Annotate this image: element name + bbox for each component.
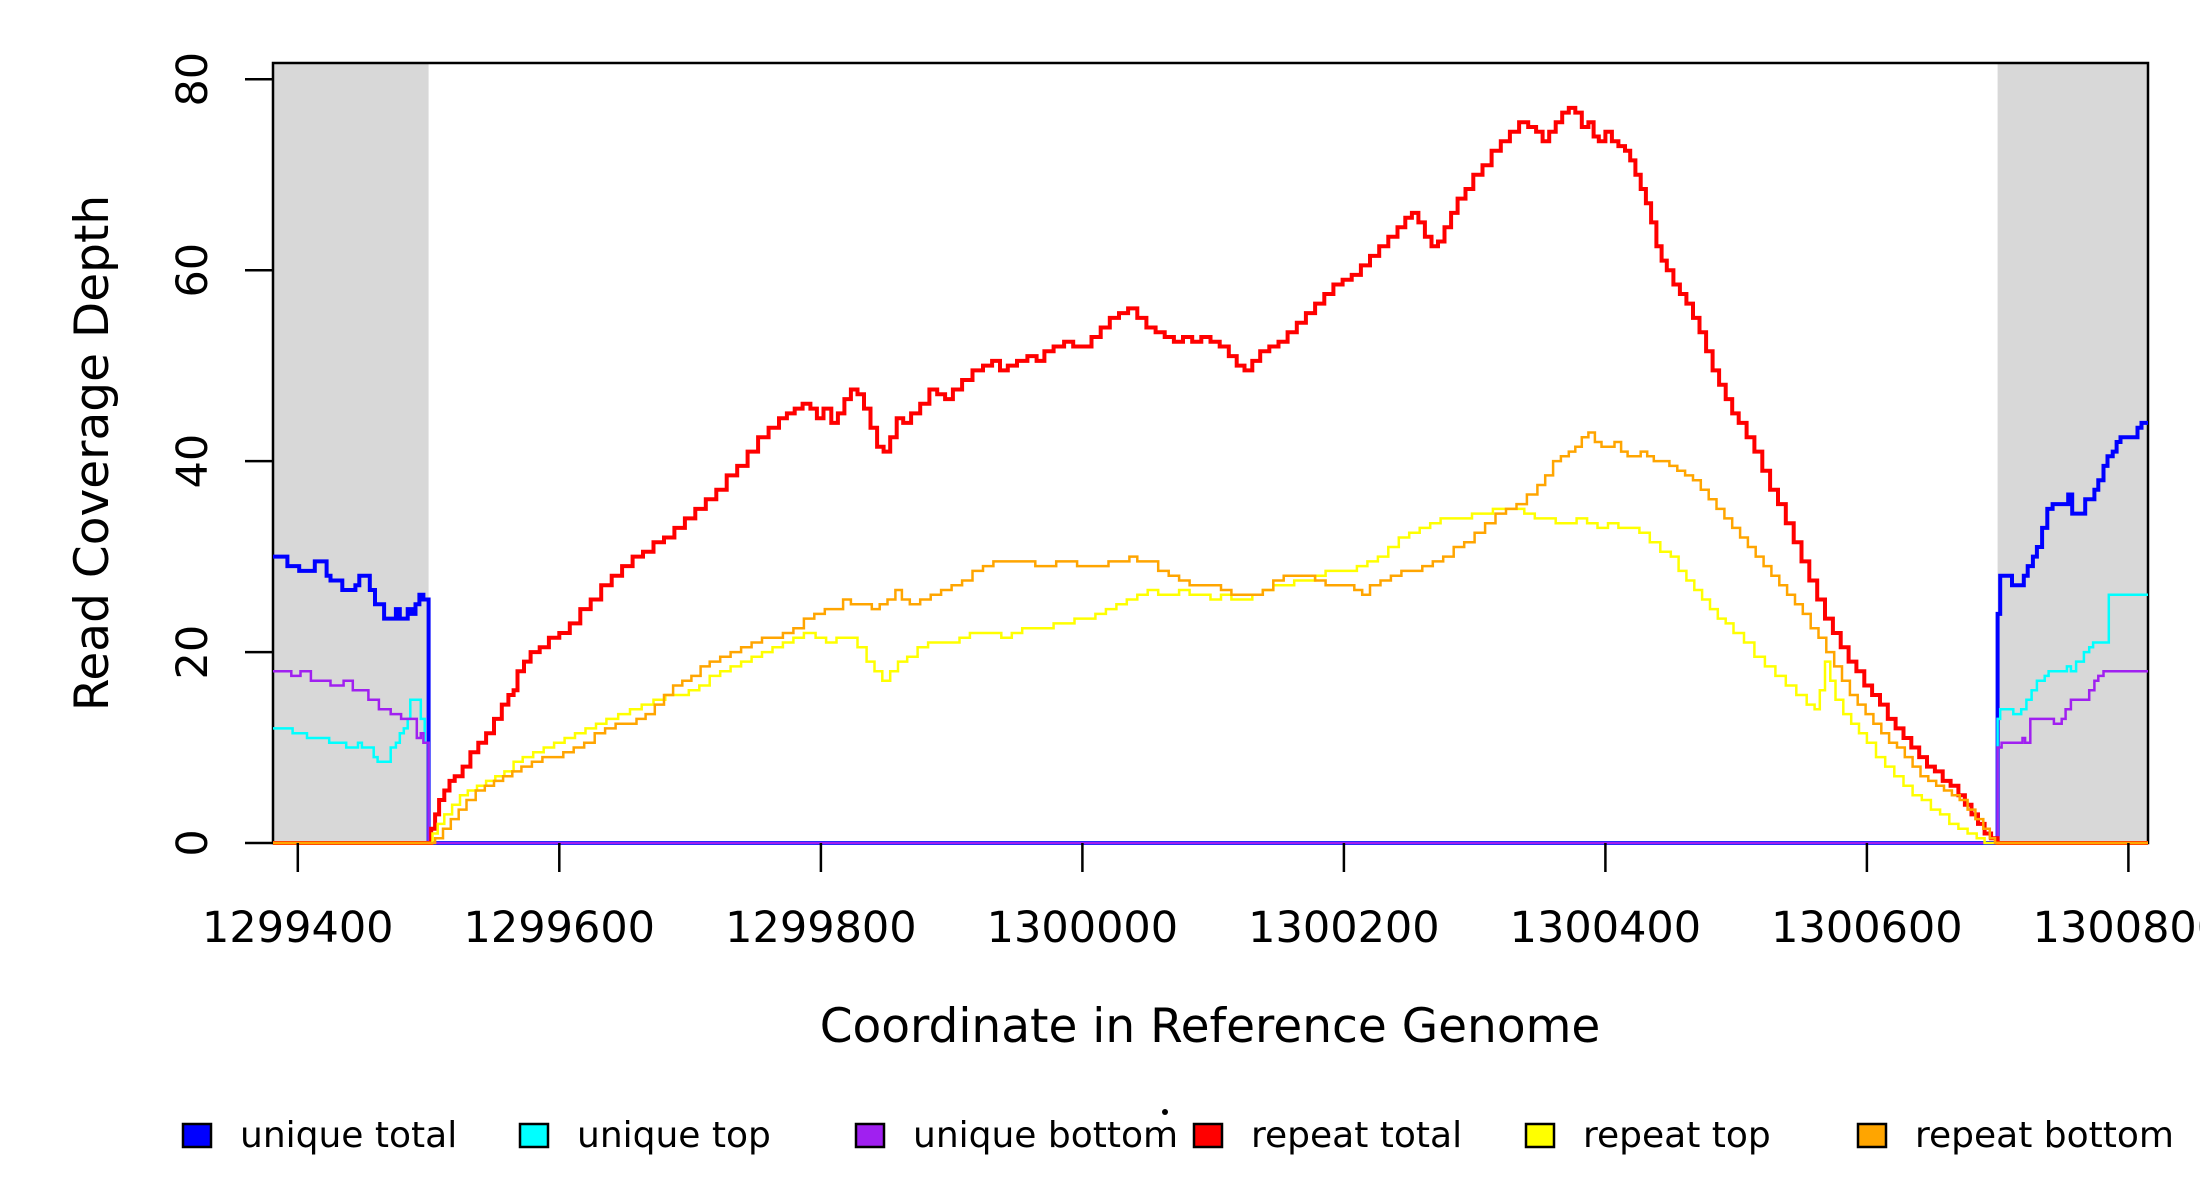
annotations-layer bbox=[1162, 1109, 1168, 1115]
y-tick-label: 80 bbox=[168, 52, 218, 107]
legend-label: unique total bbox=[240, 1115, 457, 1156]
plot-box-layer bbox=[271, 61, 2150, 845]
legend-label: repeat bottom bbox=[1915, 1115, 2174, 1156]
x-tick-label: 1299400 bbox=[202, 903, 394, 953]
y-axis-title: Read Coverage Depth bbox=[65, 195, 120, 711]
x-tick-label: 1300400 bbox=[1510, 903, 1702, 953]
stray-dot-artifact bbox=[1162, 1109, 1168, 1115]
legend-swatch bbox=[181, 1122, 213, 1149]
y-tick-label: 0 bbox=[168, 829, 218, 856]
legend-swatch bbox=[1524, 1122, 1556, 1149]
legend-item-repeat-total: repeat total bbox=[1192, 1115, 1462, 1156]
legend-label: unique top bbox=[577, 1115, 771, 1156]
legend-swatch bbox=[518, 1122, 550, 1149]
series-unique-top bbox=[273, 593, 2148, 845]
series-layer bbox=[273, 105, 2148, 845]
x-tick-label: 1299800 bbox=[725, 903, 917, 953]
series-unique-total bbox=[273, 420, 2148, 845]
legend-swatch bbox=[1192, 1122, 1224, 1149]
legend-swatch bbox=[1856, 1122, 1888, 1149]
legend-item-unique-total: unique total bbox=[181, 1115, 457, 1156]
legend-label: unique bottom bbox=[913, 1115, 1178, 1156]
series-repeat-top bbox=[273, 507, 2148, 845]
x-tick-label: 1300200 bbox=[1248, 903, 1440, 953]
legend-swatch bbox=[854, 1122, 886, 1149]
shaded-region bbox=[1997, 63, 2148, 843]
plot-box bbox=[271, 61, 2150, 845]
legend-item-repeat-bottom: repeat bottom bbox=[1856, 1115, 2174, 1156]
legend-label: repeat top bbox=[1583, 1115, 1771, 1156]
series-unique-bottom bbox=[273, 669, 2148, 845]
y-tick-label: 20 bbox=[168, 625, 218, 680]
shaded-mask-regions bbox=[273, 63, 2148, 843]
y-tick-label: 40 bbox=[168, 434, 218, 489]
legend-item-unique-top: unique top bbox=[518, 1115, 771, 1156]
x-tick-label: 1300600 bbox=[1771, 903, 1963, 953]
legend: unique total unique top unique bottom repea… bbox=[181, 1115, 2174, 1156]
shaded-region bbox=[273, 63, 429, 843]
axes-layer: 1299400 1299600 1299800 1300000 1300200 13004… bbox=[168, 52, 2200, 953]
legend-item-repeat-top: repeat top bbox=[1524, 1115, 1771, 1156]
series-repeat-bottom bbox=[273, 431, 2148, 845]
x-tick-label: 1299600 bbox=[464, 903, 656, 953]
series-repeat-total bbox=[273, 105, 2148, 845]
legend-label: repeat total bbox=[1251, 1115, 1462, 1156]
y-tick-label: 60 bbox=[168, 243, 218, 298]
x-axis-title: Coordinate in Reference Genome bbox=[820, 999, 1601, 1054]
legend-item-unique-bottom: unique bottom bbox=[854, 1115, 1178, 1156]
x-tick-label: 1300000 bbox=[987, 903, 1179, 953]
